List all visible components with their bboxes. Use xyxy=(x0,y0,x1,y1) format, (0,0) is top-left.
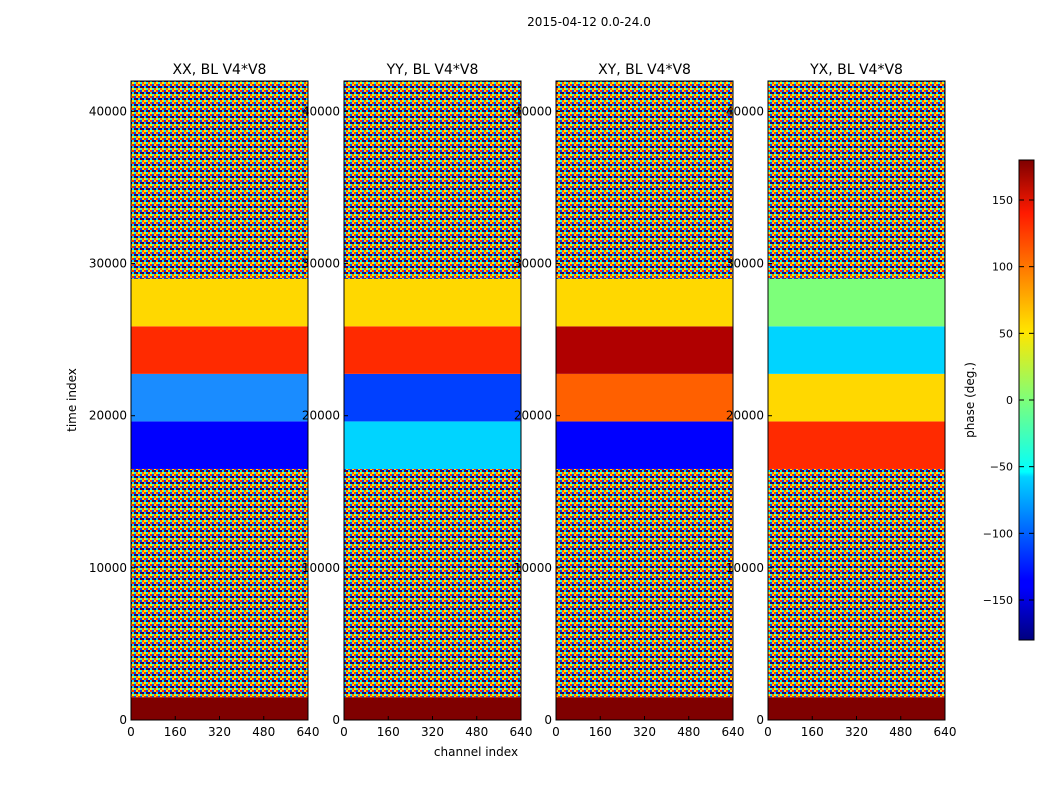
heatmap-band xyxy=(556,81,733,279)
y-tick-label: 10000 xyxy=(726,561,764,575)
colorbar-tick-label: 150 xyxy=(992,194,1013,207)
colorbar-tick-label: −150 xyxy=(983,594,1013,607)
panels-group: XX, BL V4*V8 0 160 320 480 640 0 10000 20000 3000… xyxy=(89,62,957,739)
heatmap-band xyxy=(768,468,945,698)
x-tick-label: 480 xyxy=(465,725,488,739)
colorbar-tick-label: 50 xyxy=(999,327,1013,340)
heatmap-band xyxy=(556,468,733,698)
heatmap-band xyxy=(768,278,945,327)
heatmap-band xyxy=(344,468,521,698)
y-tick-label: 0 xyxy=(756,713,764,727)
colorbar-tick-label: −50 xyxy=(990,461,1013,474)
y-tick-label: 0 xyxy=(544,713,552,727)
heatmap-band xyxy=(768,697,945,720)
heatmap-band xyxy=(556,697,733,720)
y-tick-label: 20000 xyxy=(302,409,340,423)
x-tick-label: 640 xyxy=(722,725,745,739)
x-tick-label: 160 xyxy=(589,725,612,739)
y-tick-label: 30000 xyxy=(89,257,127,271)
heatmap-band xyxy=(131,278,308,327)
x-tick-label: 320 xyxy=(845,725,868,739)
x-tick-label: 0 xyxy=(340,725,348,739)
heatmap-band xyxy=(556,326,733,374)
x-tick-label: 0 xyxy=(552,725,560,739)
panel-4: YX, BL V4*V8 0 160 320 480 640 0 10000 20000 3000… xyxy=(726,62,957,739)
x-tick-label: 480 xyxy=(677,725,700,739)
heatmap-band xyxy=(344,326,521,374)
y-tick-label: 40000 xyxy=(302,104,340,118)
heatmap-band xyxy=(131,468,308,698)
heatmap-band xyxy=(344,373,521,422)
x-tick-label: 0 xyxy=(764,725,772,739)
x-tick-label: 160 xyxy=(801,725,824,739)
heatmap-band xyxy=(768,326,945,374)
y-tick-label: 0 xyxy=(119,713,127,727)
y-axis-label: time index xyxy=(65,368,79,432)
panel-title: XX, BL V4*V8 xyxy=(173,62,267,78)
y-tick-label: 30000 xyxy=(726,257,764,271)
heatmap-band xyxy=(344,697,521,720)
heatmap-band xyxy=(556,421,733,469)
panel-2: YY, BL V4*V8 0 160 320 480 640 0 10000 20000 3000… xyxy=(302,62,533,739)
x-tick-label: 640 xyxy=(510,725,533,739)
heatmap-band xyxy=(131,81,308,279)
panel-1: XX, BL V4*V8 0 160 320 480 640 0 10000 20000 3000… xyxy=(89,62,320,739)
colorbar-ticks: −150 −100 −50 0 50 100 150 xyxy=(983,194,1034,607)
colorbar-tick-label: −100 xyxy=(983,527,1013,540)
colorbar: −150 −100 −50 0 50 100 150 phase (deg.) xyxy=(963,159,1035,641)
heatmap-band xyxy=(344,421,521,469)
heatmap-band xyxy=(556,278,733,327)
x-tick-label: 640 xyxy=(297,725,320,739)
x-tick-label: 320 xyxy=(208,725,231,739)
heatmap-band xyxy=(768,373,945,422)
y-tick-label: 20000 xyxy=(89,409,127,423)
y-tick-label: 20000 xyxy=(726,409,764,423)
heatmap-band xyxy=(131,373,308,422)
y-tick-label: 40000 xyxy=(514,104,552,118)
y-tick-label: 10000 xyxy=(89,561,127,575)
panel-title: XY, BL V4*V8 xyxy=(598,62,691,78)
y-tick-label: 40000 xyxy=(726,104,764,118)
x-tick-label: 480 xyxy=(889,725,912,739)
y-tick-label: 30000 xyxy=(514,257,552,271)
y-tick-label: 40000 xyxy=(89,104,127,118)
heatmap-band xyxy=(344,278,521,327)
x-axis-label: channel index xyxy=(434,745,518,759)
colorbar-tick-label: 0 xyxy=(1006,394,1013,407)
x-tick-label: 640 xyxy=(934,725,957,739)
y-tick-label: 10000 xyxy=(302,561,340,575)
heatmap-band xyxy=(131,326,308,374)
x-tick-label: 160 xyxy=(164,725,187,739)
heatmap-band xyxy=(131,421,308,469)
heatmap-band xyxy=(556,373,733,422)
x-tick-label: 320 xyxy=(421,725,444,739)
y-tick-label: 10000 xyxy=(514,561,552,575)
y-tick-label: 30000 xyxy=(302,257,340,271)
figure-suptitle: 2015-04-12 0.0-24.0 xyxy=(527,15,651,29)
panel-title: YY, BL V4*V8 xyxy=(386,62,479,78)
x-tick-label: 0 xyxy=(127,725,135,739)
heatmap-band xyxy=(344,81,521,279)
heatmap-band xyxy=(768,421,945,469)
y-tick-label: 20000 xyxy=(514,409,552,423)
colorbar-tick-label: 100 xyxy=(992,261,1013,274)
x-tick-label: 160 xyxy=(377,725,400,739)
panel-3: XY, BL V4*V8 0 160 320 480 640 0 10000 20000 3000… xyxy=(514,62,745,739)
y-tick-label: 0 xyxy=(332,713,340,727)
colorbar-label: phase (deg.) xyxy=(963,362,977,438)
panel-title: YX, BL V4*V8 xyxy=(809,62,903,78)
heatmap-band xyxy=(131,697,308,720)
x-tick-label: 320 xyxy=(633,725,656,739)
x-tick-label: 480 xyxy=(252,725,275,739)
heatmap-band xyxy=(768,81,945,279)
